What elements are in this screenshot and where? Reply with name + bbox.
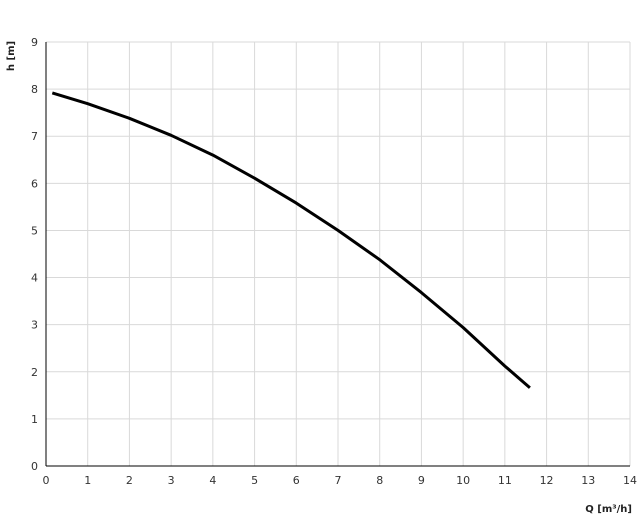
y-tick-label: 4 <box>31 272 38 285</box>
y-tick-label: 0 <box>31 460 38 473</box>
y-tick-label: 1 <box>31 413 38 426</box>
x-tick-label: 4 <box>209 474 216 487</box>
y-tick-label: 6 <box>31 177 38 190</box>
x-tick-label: 6 <box>293 474 300 487</box>
x-tick-label: 12 <box>540 474 554 487</box>
grid <box>46 41 631 466</box>
y-tick-label: 7 <box>31 130 38 143</box>
y-tick-label: 8 <box>31 83 38 96</box>
y-axis-label: h [m] <box>6 41 17 71</box>
x-tick-label: 0 <box>43 474 50 487</box>
x-tick-label: 14 <box>623 474 637 487</box>
y-tick-label: 9 <box>31 36 38 49</box>
x-tick-label: 9 <box>418 474 425 487</box>
x-tick-label: 1 <box>84 474 91 487</box>
series-line <box>51 91 531 389</box>
y-tick-label: 3 <box>31 319 38 332</box>
x-tick-label: 11 <box>498 474 512 487</box>
x-tick-label: 7 <box>335 474 342 487</box>
y-tick-label: 5 <box>31 224 38 237</box>
x-tick-label: 10 <box>456 474 470 487</box>
x-axis-label: Q [m³/h] <box>585 504 632 515</box>
x-tick-label: 13 <box>581 474 595 487</box>
x-tick-label: 8 <box>376 474 383 487</box>
x-tick-label: 2 <box>126 474 133 487</box>
y-tick-label: 2 <box>31 366 38 379</box>
x-tick-label: 5 <box>251 474 258 487</box>
x-tick-label: 3 <box>168 474 175 487</box>
